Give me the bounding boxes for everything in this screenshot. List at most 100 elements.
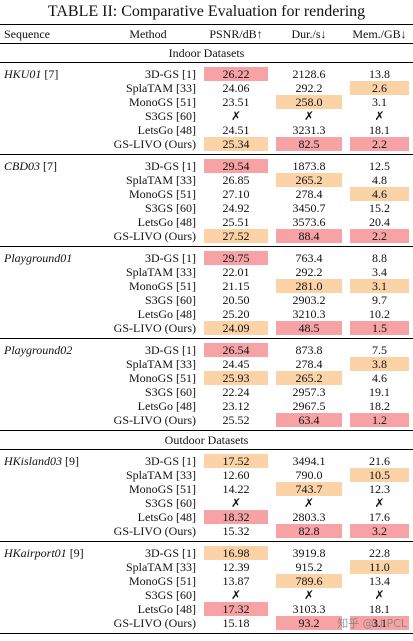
value-text: 3494.1 [292,454,326,468]
value-text: 18.1 [369,123,390,137]
value-cell: 27.52 [200,229,272,243]
value-cell: 48.5 [272,321,346,335]
method-cell: S3GS [60] [144,588,196,602]
value-text: 873.8 [295,343,323,357]
method-cell: MonoGS [51] [128,574,196,588]
value-cell: 9.7 [346,293,413,307]
value-text: 13.8 [369,67,390,81]
value-cell: 26.22 [200,67,272,81]
value-cell: 1.2 [346,413,413,427]
value-text: 48.5 [298,321,320,335]
value-text: 17.52 [222,454,250,468]
value-text: ✗ [303,109,315,123]
value-text: 22.24 [222,385,250,399]
sequence-cell [0,510,96,524]
value-text: 2128.6 [292,67,326,81]
sequence-cell [0,187,96,201]
sequence-cell [0,81,96,95]
value-cell: 25.51 [200,215,272,229]
sequence-ref: [9] [69,546,84,560]
table-row: MonoGS [51] 13.87 789.6 13.4 [0,574,413,588]
value-cell: 29.54 [200,159,272,173]
table-row: S3GS [60] 20.50 2903.2 9.7 [0,293,413,307]
cell-highlight [204,67,268,81]
table-row: SplaTAM [33] 12.60 790.0 10.5 [0,468,413,482]
row-group: HKairport01 [9] 3D-GS [1] 16.98 3919.8 22.8 S… [0,542,413,634]
value-cell: 21.15 [200,279,272,293]
value-text: 26.85 [222,173,250,187]
cell-highlight [276,137,342,151]
value-cell: 17.32 [200,602,272,616]
value-cell: 265.2 [272,371,346,385]
value-cell: 24.06 [200,81,272,95]
value-text: 281.0 [295,279,323,293]
method-cell: 3D-GS [1] [145,546,196,560]
value-text: ✗ [230,109,242,123]
table-row: LetsGo [48] 24.51 3231.3 18.1 [0,123,413,137]
value-cell: 18.1 [346,123,413,137]
value-text: 15.2 [369,201,390,215]
table-row: HKU01 [7] 3D-GS [1] 26.22 2128.6 13.8 [0,67,413,81]
header-cell: Sequence [4,27,50,41]
value-text: 292.2 [295,81,323,95]
value-text: 790.0 [295,468,323,482]
value-cell: 24.09 [200,321,272,335]
cell-highlight [204,229,268,243]
sequence-cell [0,616,96,630]
value-text: 82.5 [298,137,320,151]
value-text: 278.4 [295,187,323,201]
value-text: 93.2 [298,616,320,630]
value-text: 2903.2 [292,293,326,307]
table-title: TABLE II: Comparative Evaluation for ren… [0,0,413,25]
value-text: 265.2 [295,371,323,385]
cell-highlight [276,371,342,385]
value-cell: 12.5 [346,159,413,173]
value-text: 19.1 [369,385,390,399]
value-text: ✗ [230,588,242,602]
method-cell: MonoGS [51] [128,482,196,496]
value-cell: 26.54 [200,343,272,357]
value-cell: 24.92 [200,201,272,215]
sequence-cell [0,201,96,215]
value-text: ✗ [374,109,385,123]
table-row: S3GS [60] 24.92 3450.7 15.2 [0,201,413,215]
value-text: 789.6 [295,574,323,588]
value-text: 25.93 [222,371,250,385]
table-row: MonoGS [51] 27.10 278.4 4.6 [0,187,413,201]
method-cell: LetsGo [48] [137,399,196,413]
table-row: Playground01 3D-GS [1] 29.75 763.4 8.8 [0,251,413,265]
value-cell: 18.32 [200,510,272,524]
value-cell: 873.8 [272,343,346,357]
value-text: 8.8 [372,251,387,265]
sequence-ref: [9] [65,454,80,468]
value-text: 4.8 [372,173,387,187]
sequence-name: HKisland03 [4,454,63,468]
value-cell: 1.5 [346,321,413,335]
value-cell: 17.52 [200,454,272,468]
table-row: S3GS [60] ✗ ✗ ✗ [0,109,413,123]
method-cell: GS-LIVO (Ours) [113,413,196,427]
value-text: 24.06 [222,81,250,95]
table-row: SplaTAM [33] 26.85 265.2 4.8 [0,173,413,187]
value-text: 3919.8 [292,546,326,560]
value-text: 22.8 [369,546,390,560]
value-cell: 15.2 [346,201,413,215]
method-cell: S3GS [60] [144,293,196,307]
table-row: GS-LIVO (Ours) 25.52 63.4 1.2 [0,413,413,427]
value-cell: 292.2 [272,81,346,95]
cell-highlight [276,524,342,538]
method-cell: GS-LIVO (Ours) [113,137,196,151]
cell-highlight [350,524,409,538]
sequence-cell: HKisland03 [9] [0,454,96,468]
value-text: 3.1 [372,616,387,630]
value-text: 1.2 [372,413,387,427]
value-text: 3.2 [372,524,387,538]
value-cell: 292.2 [272,265,346,279]
value-text: 17.6 [369,510,390,524]
value-cell: 26.85 [200,173,272,187]
sequence-cell [0,173,96,187]
method-cell: S3GS [60] [144,385,196,399]
table-row: SplaTAM [33] 24.45 278.4 3.8 [0,357,413,371]
table-row: LetsGo [48] 25.51 3573.6 20.4 [0,215,413,229]
